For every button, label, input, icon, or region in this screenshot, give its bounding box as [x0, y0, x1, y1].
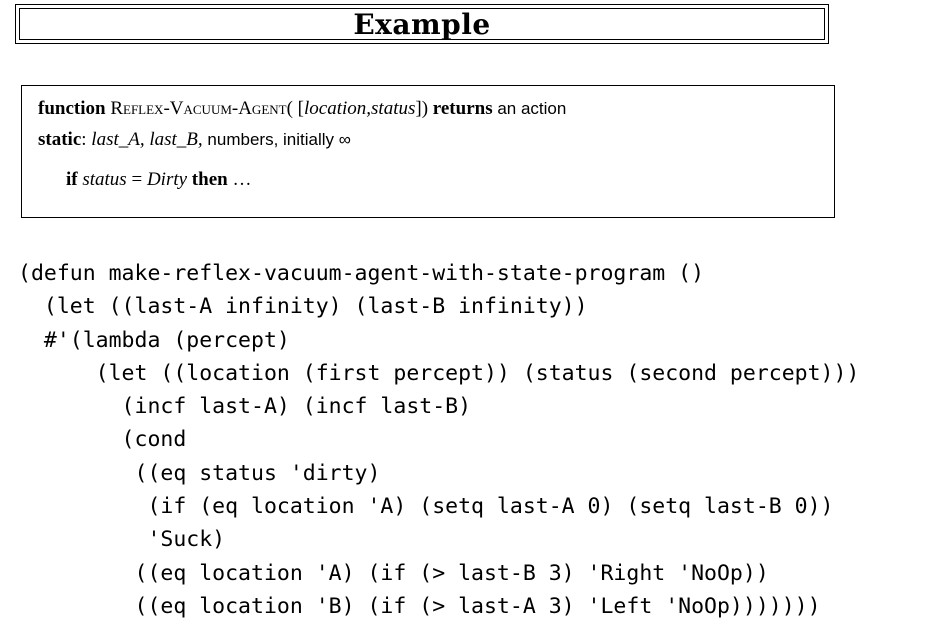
- code-line: ((eq status 'dirty): [18, 460, 381, 486]
- code-line: (let ((last-A infinity) (last-B infinity…: [18, 294, 588, 320]
- code-line: (defun make-reflex-vacuum-agent-with-sta…: [18, 261, 705, 286]
- params: location,status: [304, 98, 416, 119]
- title-box: Example: [15, 4, 829, 44]
- return-description: an action: [497, 99, 567, 118]
- slide-title: Example: [353, 7, 491, 41]
- static-colon: :: [81, 129, 87, 150]
- code-line: (cond: [18, 427, 187, 453]
- keyword-function: function: [38, 98, 106, 119]
- static-description: numbers, initially ∞: [207, 130, 351, 149]
- pseudocode-line-1: function Reflex-Vacuum-Agent( [location,…: [38, 98, 566, 120]
- title-inner-frame: Example: [19, 7, 825, 41]
- condition-value: Dirty: [146, 169, 188, 190]
- function-name: Reflex-Vacuum-Agent: [110, 98, 287, 119]
- params-open: ( [: [286, 98, 304, 119]
- keyword-static: static: [38, 129, 82, 150]
- code-line: ((eq location 'B) (if (> last-A 3) 'Left…: [18, 593, 821, 619]
- code-line: ((eq location 'A) (if (> last-B 3) 'Righ…: [18, 560, 769, 586]
- code-line: 'Suck): [18, 527, 226, 553]
- keyword-if: if: [66, 169, 78, 190]
- code-line: (if (eq location 'A) (setq last-A 0) (se…: [18, 494, 834, 520]
- static-vars: last_A, last_B,: [91, 129, 203, 150]
- pseudocode-line-3: if status = Dirty then …: [66, 169, 251, 191]
- lisp-code-block: (defun make-reflex-vacuum-agent-with-sta…: [18, 257, 859, 623]
- code-line: (let ((location (first percept)) (status…: [18, 360, 860, 386]
- pseudocode-box: function Reflex-Vacuum-Agent( [location,…: [21, 85, 835, 218]
- code-line: #'(lambda (percept): [18, 327, 290, 353]
- keyword-then: then: [191, 169, 228, 190]
- keyword-returns: returns: [432, 98, 493, 119]
- code-line: (incf last-A) (incf last-B): [18, 394, 472, 420]
- condition-var: status: [82, 169, 127, 190]
- pseudocode-line-2: static: last_A, last_B, numbers, initial…: [38, 129, 351, 151]
- condition-eq: =: [131, 169, 143, 190]
- ellipsis: …: [232, 169, 252, 190]
- params-close: ]): [415, 98, 429, 119]
